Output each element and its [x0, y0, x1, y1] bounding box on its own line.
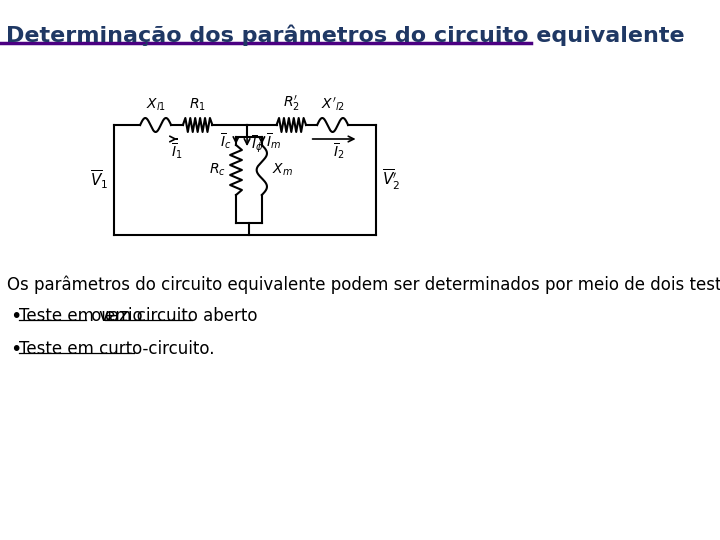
Text: $\overline{I}_\phi$: $\overline{I}_\phi$: [251, 133, 264, 155]
Text: Os parâmetros do circuito equivalente podem ser determinados por meio de dois te: Os parâmetros do circuito equivalente po…: [7, 275, 720, 294]
Text: •: •: [10, 340, 22, 359]
Text: $\overline{I}_2$: $\overline{I}_2$: [333, 141, 344, 161]
Text: $X_{l1}$: $X_{l1}$: [145, 97, 166, 113]
Text: Teste em vazio: Teste em vazio: [19, 307, 143, 325]
Text: $R_2'$: $R_2'$: [283, 94, 300, 113]
Text: $\overline{I}_1$: $\overline{I}_1$: [171, 141, 183, 161]
Text: $X'_{l2}$: $X'_{l2}$: [320, 96, 345, 113]
Text: em circuito aberto: em circuito aberto: [105, 307, 258, 325]
Text: $R_1$: $R_1$: [189, 97, 206, 113]
Text: $R_c$: $R_c$: [209, 162, 225, 178]
Text: $\overline{V}_2'$: $\overline{V}_2'$: [382, 168, 400, 192]
Text: $\overline{V}_1$: $\overline{V}_1$: [90, 169, 109, 191]
Text: Teste em curto-circuito.: Teste em curto-circuito.: [19, 340, 215, 358]
Text: $X_m$: $X_m$: [272, 162, 293, 178]
Text: •: •: [10, 307, 22, 326]
Text: ou: ou: [86, 307, 117, 325]
Text: $\overline{I}_m$: $\overline{I}_m$: [266, 131, 282, 151]
Text: $\overline{I}_c$: $\overline{I}_c$: [220, 131, 232, 151]
Text: Determinação dos parâmetros do circuito equivalente: Determinação dos parâmetros do circuito …: [6, 25, 685, 46]
